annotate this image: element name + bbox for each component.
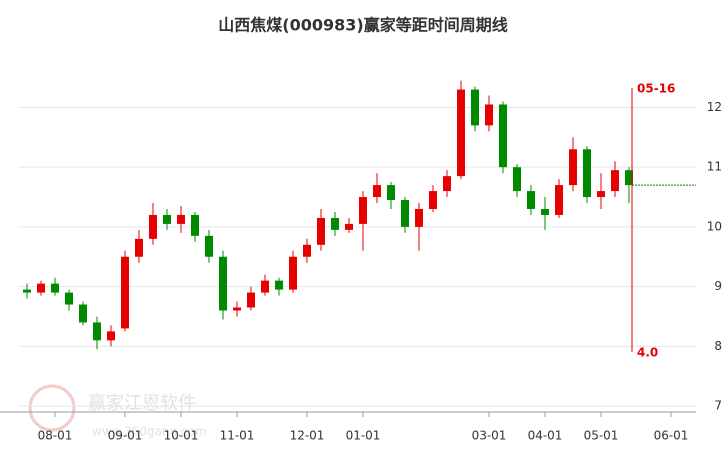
candle-body	[317, 217, 325, 245]
candle-body	[443, 176, 451, 192]
candle-body	[345, 223, 353, 230]
candle-body	[219, 256, 227, 311]
chart-title: 山西焦煤(000983)赢家等距时间周期线	[218, 16, 507, 35]
candle-body	[415, 208, 423, 227]
y-tick-label: 8	[714, 339, 722, 353]
candle-body	[37, 283, 45, 293]
candle-body	[149, 214, 157, 239]
candle-body	[471, 89, 479, 126]
x-tick-label: 10-01	[164, 429, 199, 443]
y-tick-label: 9	[714, 279, 722, 293]
candle-body	[583, 149, 591, 198]
candle-body	[499, 104, 507, 168]
candle-body	[191, 214, 199, 236]
candle-body	[107, 331, 115, 341]
watermark-name: 赢家江恩软件	[88, 392, 196, 414]
candle-body	[289, 256, 297, 290]
candle-body	[121, 256, 129, 329]
candle-body	[205, 235, 213, 257]
x-tick-label: 04-01	[528, 429, 563, 443]
candle-body	[247, 292, 255, 308]
candle-body	[135, 238, 143, 257]
candle-body	[233, 307, 241, 311]
candle-body	[555, 185, 563, 215]
candle-body	[275, 280, 283, 290]
candle-body	[625, 170, 633, 186]
y-tick-label: 11	[707, 160, 722, 174]
candle-body	[163, 214, 171, 224]
y-tick-label: 7	[714, 399, 722, 413]
x-tick-label: 03-01	[472, 429, 507, 443]
watermark: 赢家江恩软件 www.360gann.com	[28, 384, 207, 439]
candle-body	[23, 289, 31, 293]
candle-body	[373, 185, 381, 198]
x-tick-label: 11-01	[220, 429, 255, 443]
x-tick-label: 09-01	[108, 429, 143, 443]
candle-body	[65, 292, 73, 305]
candle-body	[93, 322, 101, 341]
candle-body	[485, 104, 493, 126]
candle-body	[541, 208, 549, 215]
watermark-url: www.360gann.com	[92, 425, 207, 439]
candle-body	[303, 244, 311, 257]
watermark-logo	[28, 384, 76, 432]
candle-body	[51, 283, 59, 293]
candle-body	[597, 191, 605, 198]
annotation-date: 05-16	[637, 82, 675, 96]
candle-body	[261, 280, 269, 293]
candle-body	[457, 89, 465, 177]
candle-body	[387, 185, 395, 201]
candle-body	[401, 200, 409, 227]
x-tick-label: 01-01	[346, 429, 381, 443]
candle-body	[527, 191, 535, 209]
x-tick-label: 06-01	[654, 429, 689, 443]
candle-body	[331, 217, 339, 230]
candle-body	[429, 191, 437, 209]
x-tick-label: 05-01	[584, 429, 619, 443]
candle-body	[177, 214, 185, 224]
x-tick-label: 08-01	[38, 429, 73, 443]
candle-body	[359, 197, 367, 224]
y-tick-label: 12	[707, 100, 722, 114]
candle-body	[569, 149, 577, 186]
annotation-value: 4.0	[637, 346, 658, 360]
candle-body	[513, 167, 521, 192]
candle-body	[611, 170, 619, 192]
candle-body	[79, 304, 87, 323]
x-tick-label: 12-01	[290, 429, 325, 443]
y-tick-label: 10	[707, 219, 722, 233]
